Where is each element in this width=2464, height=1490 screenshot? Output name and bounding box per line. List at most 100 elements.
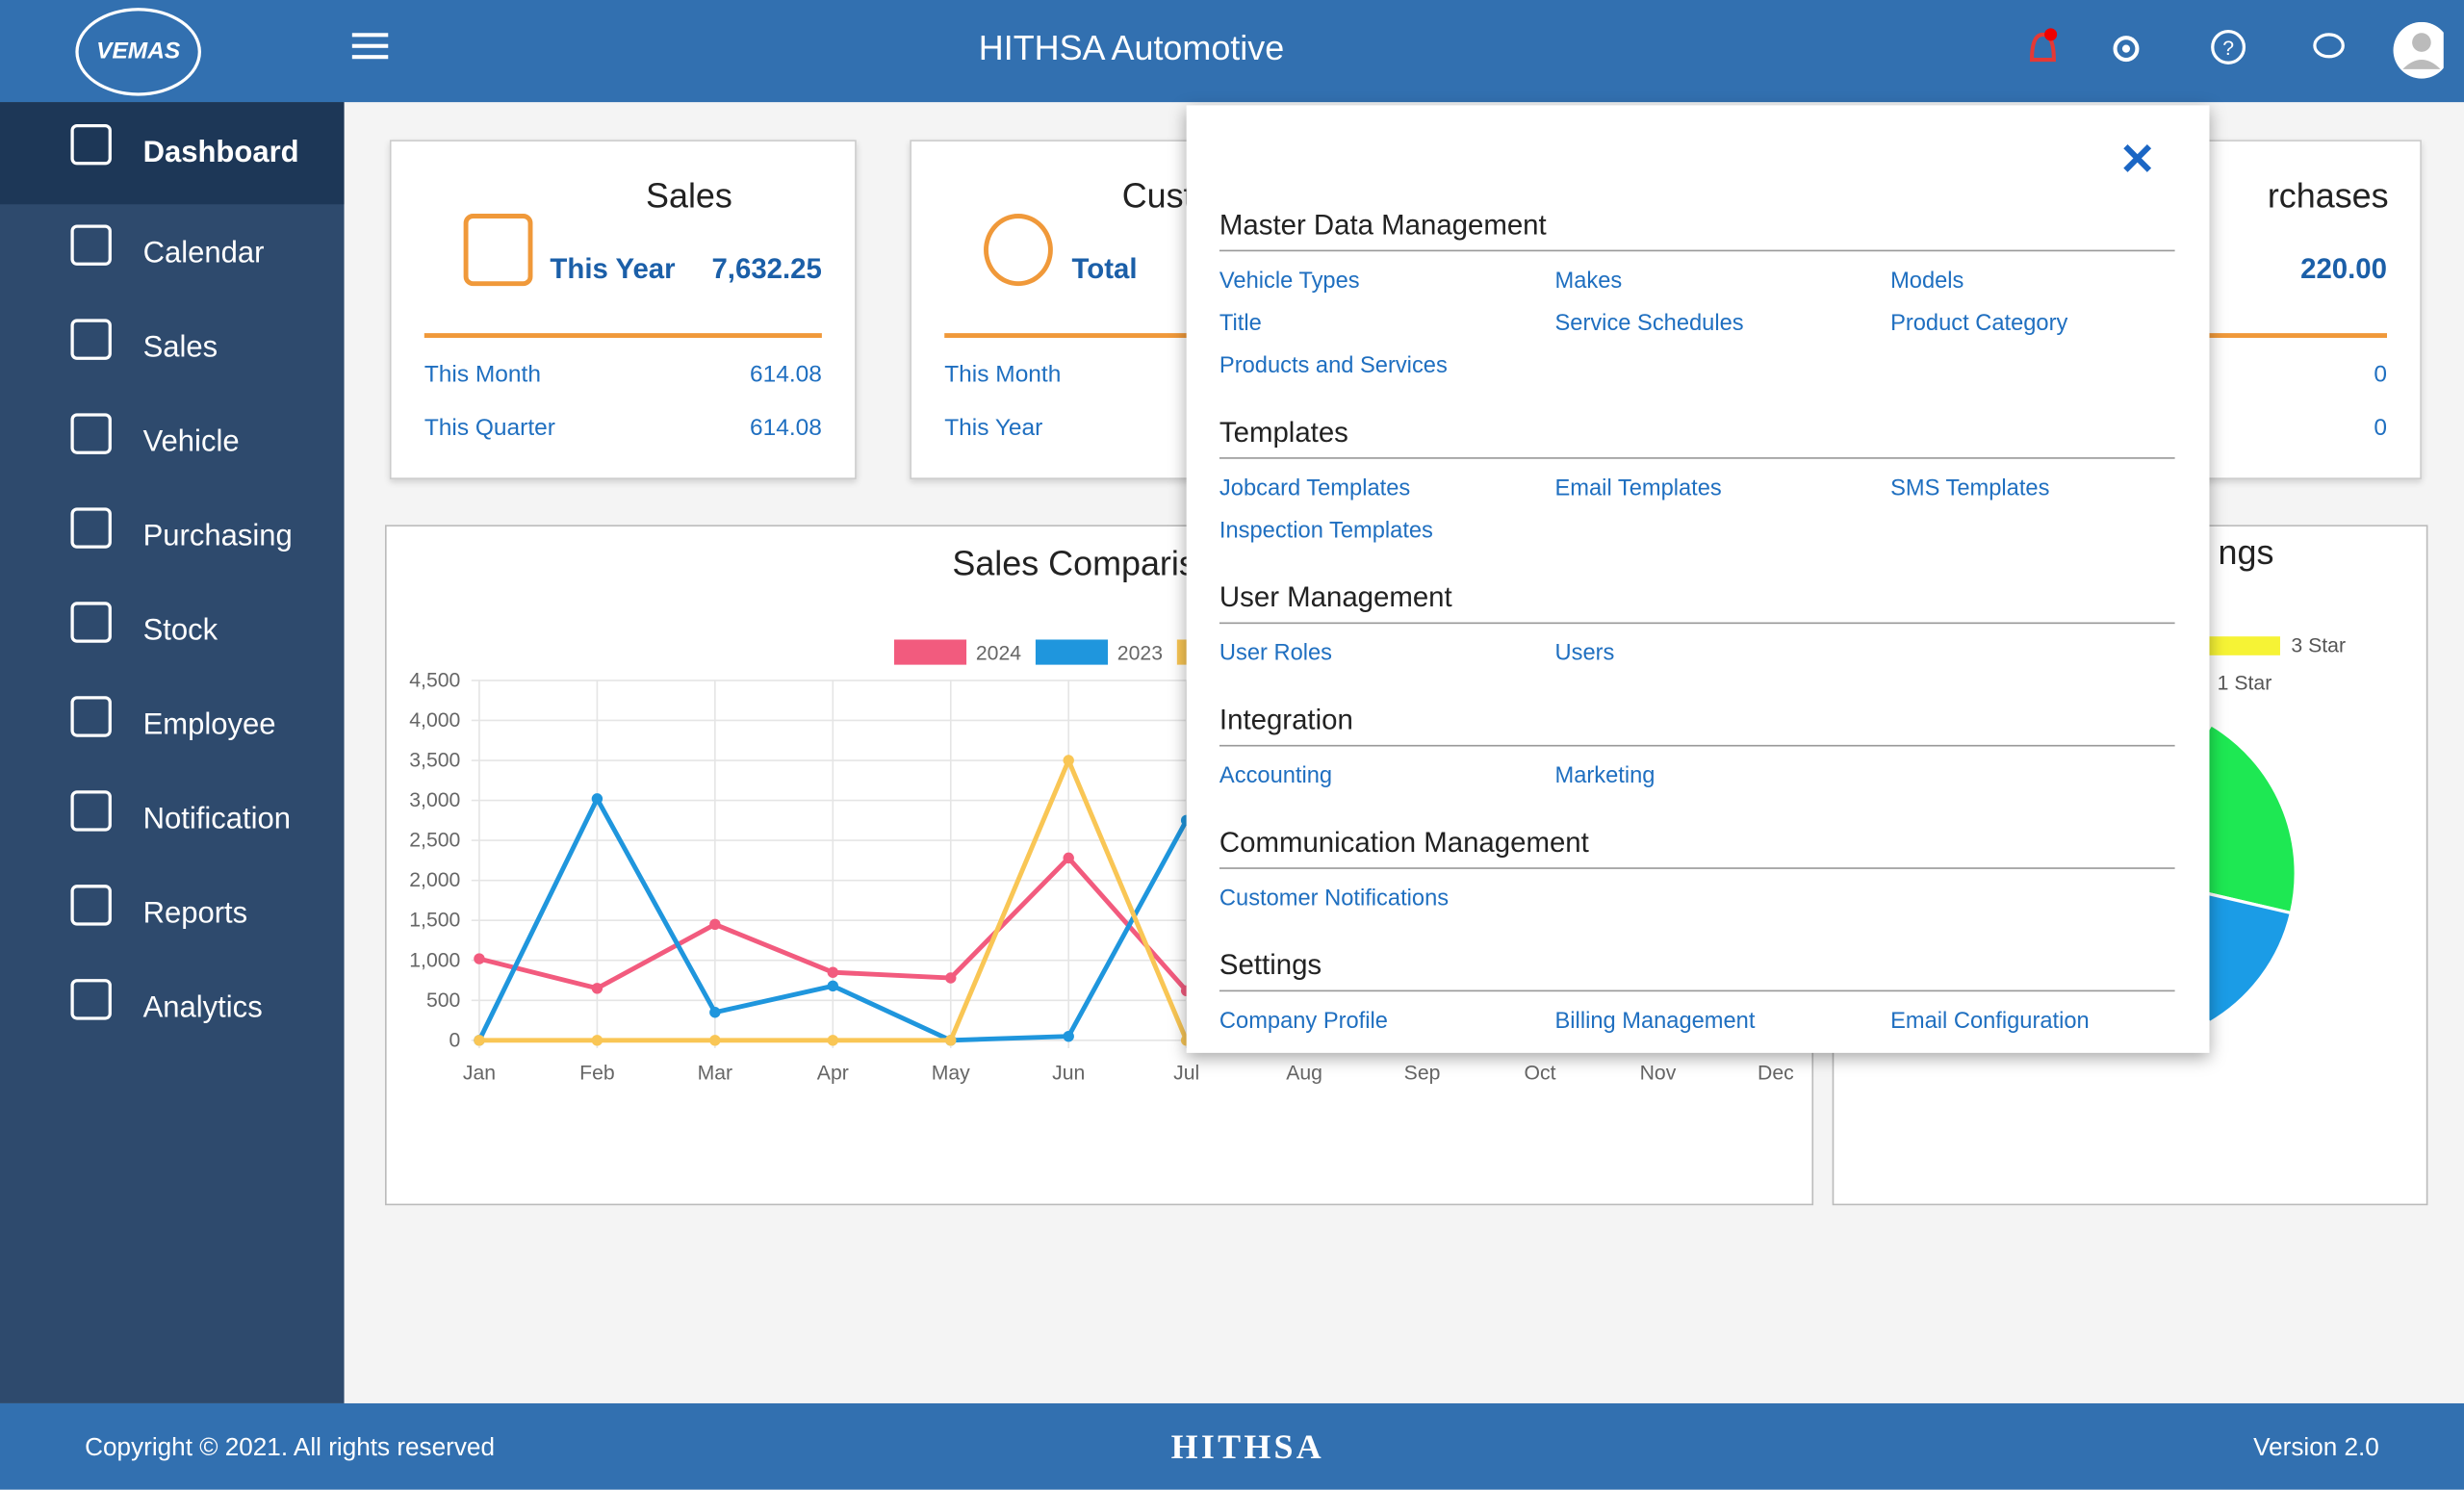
logo[interactable]: VEMAS <box>75 8 201 96</box>
data-point <box>1063 755 1074 766</box>
card-primary-label: This Year <box>550 252 676 285</box>
user-avatar[interactable] <box>2393 21 2444 79</box>
card-icon <box>984 214 1053 287</box>
menu-link[interactable]: Users <box>1554 641 1615 667</box>
legend-swatch <box>893 639 967 665</box>
card-title: Cust <box>1121 175 1194 216</box>
card-title: rchases <box>2267 175 2389 216</box>
menu-link[interactable]: Marketing <box>1554 763 1656 789</box>
menu-link[interactable]: User Roles <box>1219 641 1333 667</box>
menu-link[interactable]: Products and Services <box>1219 353 1448 379</box>
menu-link[interactable]: Jobcard Templates <box>1219 475 1411 501</box>
data-point <box>945 1035 957 1046</box>
nav-icon <box>70 413 112 454</box>
data-point <box>474 953 485 964</box>
nav-label: Reports <box>142 897 248 931</box>
close-button[interactable]: ✕ <box>2118 135 2156 185</box>
data-point <box>709 1007 721 1018</box>
menu-section-title: Communication Management <box>1219 827 2175 869</box>
menu-link[interactable]: Title <box>1219 311 1262 337</box>
y-tick-label: 3,000 <box>409 789 460 811</box>
data-point <box>474 1035 485 1046</box>
y-tick-label: 2,000 <box>409 869 460 891</box>
menu-link[interactable]: Vehicle Types <box>1219 269 1360 295</box>
card-row-label: This Month <box>424 361 541 389</box>
legend-label: 2024 <box>976 643 1021 665</box>
card-row-value: 614.08 <box>749 415 822 442</box>
nav-label: Stock <box>142 614 218 648</box>
menu-toggle[interactable] <box>351 32 390 64</box>
nav-label: Dashboard <box>142 137 299 170</box>
data-point <box>709 918 721 931</box>
version: Version 2.0 <box>2253 1434 2379 1462</box>
sidebar: Dashboard Calendar Sales Vehicle Purchasing S… <box>0 102 345 1403</box>
menu-section: User Management User Roles Users <box>1219 581 2175 666</box>
menu-section-title: Templates <box>1219 417 2175 459</box>
menu-link[interactable]: Email Templates <box>1554 475 1722 501</box>
menu-link[interactable]: Models <box>1890 269 1964 295</box>
brand: HITHSA <box>1170 1426 1324 1467</box>
card-row-value: 614.08 <box>749 361 822 389</box>
y-tick-label: 0 <box>449 1029 461 1051</box>
footer: Copyright © 2021. All rights reserved HI… <box>0 1402 2464 1490</box>
nav-icon <box>70 979 112 1020</box>
menu-link[interactable]: Customer Notifications <box>1219 886 1450 912</box>
nav-item[interactable]: Calendar <box>0 203 345 297</box>
menu-section-title: Settings <box>1219 949 2175 992</box>
x-tick-label: Jul <box>1173 1063 1199 1085</box>
nav-item[interactable]: Sales <box>0 297 345 392</box>
nav-label: Sales <box>142 331 218 365</box>
y-tick-label: 2,500 <box>409 830 460 852</box>
x-tick-label: Nov <box>1640 1063 1677 1085</box>
ratings-title: ngs <box>2219 532 2274 572</box>
menu-section: Templates Jobcard Templates Email Template… <box>1219 417 2175 544</box>
card-row-label: This Quarter <box>424 415 555 442</box>
menu-link[interactable]: SMS Templates <box>1890 475 2050 501</box>
data-point <box>1063 1030 1074 1042</box>
menu-link[interactable]: Accounting <box>1219 763 1333 789</box>
nav-item[interactable]: Employee <box>0 674 345 768</box>
x-tick-label: Sep <box>1404 1063 1441 1085</box>
nav-item[interactable]: Reports <box>0 862 345 957</box>
notifications-icon[interactable] <box>2029 28 2058 63</box>
card-primary-value: 7,632.25 <box>711 252 822 285</box>
nav-item[interactable]: Dashboard <box>0 102 345 205</box>
nav-item[interactable]: Analytics <box>0 957 345 1051</box>
menu-section: Communication Management Customer Notific… <box>1219 827 2175 912</box>
nav-item[interactable]: Purchasing <box>0 485 345 579</box>
chat-icon[interactable] <box>2313 33 2345 59</box>
menu-link[interactable]: Billing Management <box>1554 1009 1756 1035</box>
menu-section: Settings Company Profile Billing Managemen… <box>1219 949 2175 1034</box>
y-tick-label: 4,500 <box>409 669 460 691</box>
nav-icon <box>70 790 112 832</box>
menu-link[interactable]: Product Category <box>1890 311 2068 337</box>
nav-icon <box>70 319 112 360</box>
menu-link[interactable]: Service Schedules <box>1554 311 1744 337</box>
nav-icon <box>70 224 112 266</box>
nav-item[interactable]: Stock <box>0 579 345 674</box>
x-tick-label: Aug <box>1286 1063 1322 1085</box>
menu-link[interactable]: Email Configuration <box>1890 1009 2090 1035</box>
y-tick-label: 4,000 <box>409 709 460 732</box>
data-point <box>945 972 957 984</box>
nav-item[interactable]: Notification <box>0 768 345 862</box>
data-point <box>827 966 839 978</box>
menu-section-title: User Management <box>1219 581 2175 625</box>
menu-link[interactable]: Company Profile <box>1219 1009 1388 1035</box>
menu-section-title: Master Data Management <box>1219 209 2175 252</box>
card-row-value: 0 <box>2374 415 2387 442</box>
nav-label: Notification <box>142 803 292 836</box>
y-tick-label: 1,500 <box>409 910 460 932</box>
header: VEMAS HITHSA Automotive ? <box>0 0 2464 103</box>
settings-icon[interactable] <box>2113 36 2140 63</box>
menu-link[interactable]: Makes <box>1554 269 1623 295</box>
nav-item[interactable]: Vehicle <box>0 392 345 486</box>
help-icon[interactable]: ? <box>2211 30 2246 64</box>
chart-title: Sales Comparis <box>952 544 1195 583</box>
legend-label: 1 Star <box>2218 673 2272 695</box>
menu-link[interactable]: Inspection Templates <box>1219 518 1433 544</box>
header-icons: ? <box>2029 21 2444 79</box>
data-point <box>591 793 603 805</box>
menu-section-title: Integration <box>1219 704 2175 747</box>
menu-section: Master Data Management Vehicle Types Makes… <box>1219 209 2175 378</box>
